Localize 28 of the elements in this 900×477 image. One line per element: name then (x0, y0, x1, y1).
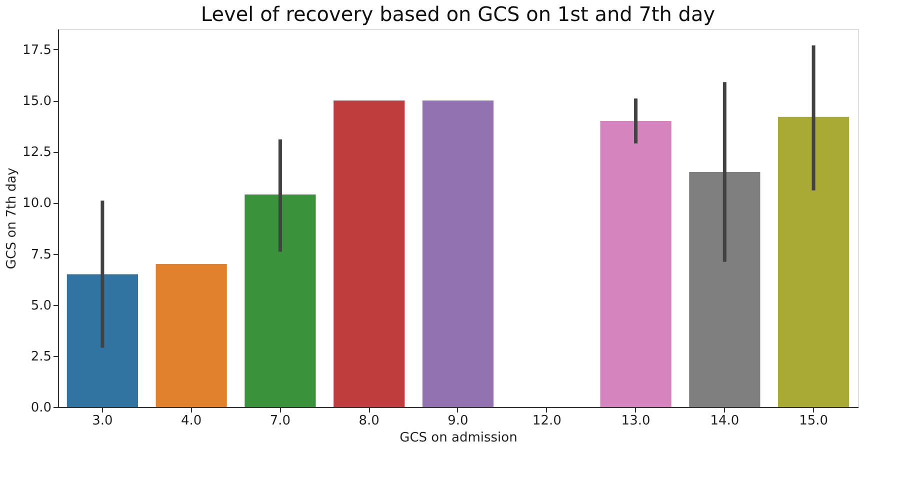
x-tick-label: 9.0 (448, 414, 468, 428)
x-tick-label: 7.0 (270, 414, 291, 428)
bar (689, 172, 760, 407)
y-tick-label: 12.5 (22, 145, 52, 160)
bar (156, 264, 227, 407)
y-tick-label: 10.0 (22, 196, 52, 212)
y-tick-label: 5.0 (30, 298, 52, 314)
bar (244, 194, 316, 407)
x-tick-label: 3.0 (92, 414, 113, 428)
y-tick-label: 17.5 (22, 42, 52, 58)
x-tick-label: 12.0 (532, 414, 562, 428)
y-tick-label: 7.5 (30, 247, 52, 262)
y-axis-title: GCS on 7th day (4, 167, 20, 270)
x-tick-label: 13.0 (621, 414, 650, 428)
y-tick-label: 2.5 (30, 349, 52, 364)
bar (66, 274, 138, 407)
y-tick-label: 15.0 (22, 94, 52, 110)
chart-title: Level of recovery based on GCS on 1st and 7th day (200, 2, 716, 26)
bar (600, 120, 672, 407)
x-tick-label: 4.0 (180, 414, 202, 428)
bar (422, 100, 494, 407)
x-tick-label: 8.0 (358, 414, 380, 428)
x-axis-title: GCS on admission (400, 430, 518, 446)
x-tick-label: 14.0 (710, 414, 740, 428)
x-tick-label: 15.0 (799, 414, 828, 428)
bar (334, 100, 405, 407)
y-tick-label: 0.0 (30, 400, 52, 416)
bar (778, 116, 850, 407)
